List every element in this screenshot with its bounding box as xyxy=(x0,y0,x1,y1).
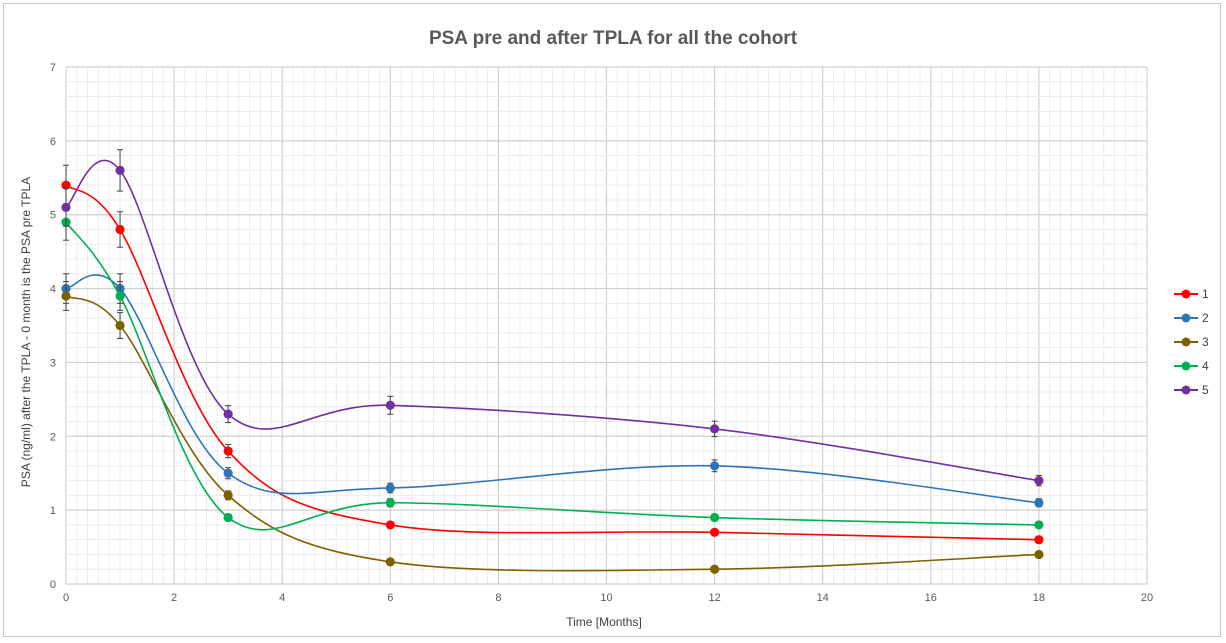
legend-item-2: 2 xyxy=(1174,311,1209,325)
data-point xyxy=(710,564,720,574)
legend-marker xyxy=(1181,289,1191,299)
y-tick-label: 2 xyxy=(50,431,56,443)
data-point xyxy=(115,224,125,235)
y-tick-label: 0 xyxy=(50,579,56,591)
x-tick-label: 12 xyxy=(708,592,720,604)
data-point xyxy=(1034,535,1044,545)
data-point xyxy=(710,512,720,523)
data-point xyxy=(61,291,71,301)
data-point xyxy=(115,165,125,175)
legend-label: 5 xyxy=(1202,383,1209,397)
data-point xyxy=(710,527,720,537)
series-2 xyxy=(61,273,1044,508)
data-point xyxy=(385,400,395,410)
legend-item-5: 5 xyxy=(1174,383,1209,397)
data-point xyxy=(385,557,395,567)
data-point xyxy=(115,320,125,331)
x-tick-label: 8 xyxy=(495,592,501,604)
data-point xyxy=(710,424,720,434)
plot-area xyxy=(61,149,1044,574)
data-point xyxy=(1034,476,1044,486)
data-point xyxy=(223,512,233,523)
series-line-1 xyxy=(65,184,1039,541)
data-point xyxy=(223,490,233,500)
y-tick-label: 6 xyxy=(50,136,56,148)
data-point xyxy=(61,180,71,190)
x-tick-label: 0 xyxy=(63,592,69,604)
legend-label: 1 xyxy=(1202,287,1209,301)
data-point xyxy=(223,468,233,478)
data-point xyxy=(115,291,125,301)
data-point xyxy=(61,202,71,212)
legend-item-1: 1 xyxy=(1174,287,1209,301)
x-tick-label: 6 xyxy=(387,592,393,604)
legend-item-4: 4 xyxy=(1174,359,1209,373)
y-axis-title: PSA (ng/ml) after the TPLA - 0 month is … xyxy=(19,177,33,487)
data-point xyxy=(1034,520,1044,530)
data-point xyxy=(385,498,395,508)
legend-label: 4 xyxy=(1202,359,1209,373)
legend-label: 3 xyxy=(1202,335,1209,349)
data-point xyxy=(223,446,233,456)
y-axis-ticks: 0 1 2 3 4 5 6 7 xyxy=(50,62,56,591)
y-tick-label: 1 xyxy=(50,505,56,517)
chart-title: PSA pre and after TPLA for all the cohor… xyxy=(429,28,798,49)
legend-marker xyxy=(1181,361,1191,371)
x-tick-label: 16 xyxy=(925,592,937,604)
chart-area: PSA pre and after TPLA for all the cohor… xyxy=(3,3,1221,637)
x-axis-title: Time [Months] xyxy=(566,615,642,629)
x-axis-ticks: 0 2 4 6 8 10 12 14 16 18 20 xyxy=(63,592,1153,604)
data-point xyxy=(1034,549,1044,560)
y-tick-label: 7 xyxy=(50,62,56,74)
legend-marker xyxy=(1181,313,1191,323)
legend-item-3: 3 xyxy=(1174,335,1209,349)
x-tick-label: 4 xyxy=(279,592,285,604)
x-tick-label: 2 xyxy=(171,592,177,604)
data-point xyxy=(1034,498,1044,508)
series-4 xyxy=(61,203,1044,531)
data-point xyxy=(710,461,720,471)
y-tick-label: 4 xyxy=(50,284,56,296)
x-tick-label: 20 xyxy=(1141,592,1153,604)
x-tick-label: 14 xyxy=(817,592,829,604)
legend-label: 2 xyxy=(1202,311,1209,325)
line-chart: PSA pre and after TPLA for all the cohor… xyxy=(19,28,1209,629)
gridlines xyxy=(65,66,1148,585)
series-3 xyxy=(61,281,1044,574)
series-line-4 xyxy=(65,221,1039,531)
legend: 1 2 3 4 5 xyxy=(1174,287,1209,397)
series-line-2 xyxy=(65,274,1039,504)
legend-marker xyxy=(1181,385,1191,395)
x-tick-label: 10 xyxy=(600,592,612,604)
x-tick-label: 18 xyxy=(1033,592,1045,604)
data-point xyxy=(385,483,395,493)
legend-marker xyxy=(1181,337,1191,347)
data-point xyxy=(385,520,395,530)
series-5 xyxy=(61,149,1044,487)
data-point xyxy=(223,409,233,419)
y-tick-label: 5 xyxy=(50,210,56,222)
y-tick-label: 3 xyxy=(50,357,56,369)
